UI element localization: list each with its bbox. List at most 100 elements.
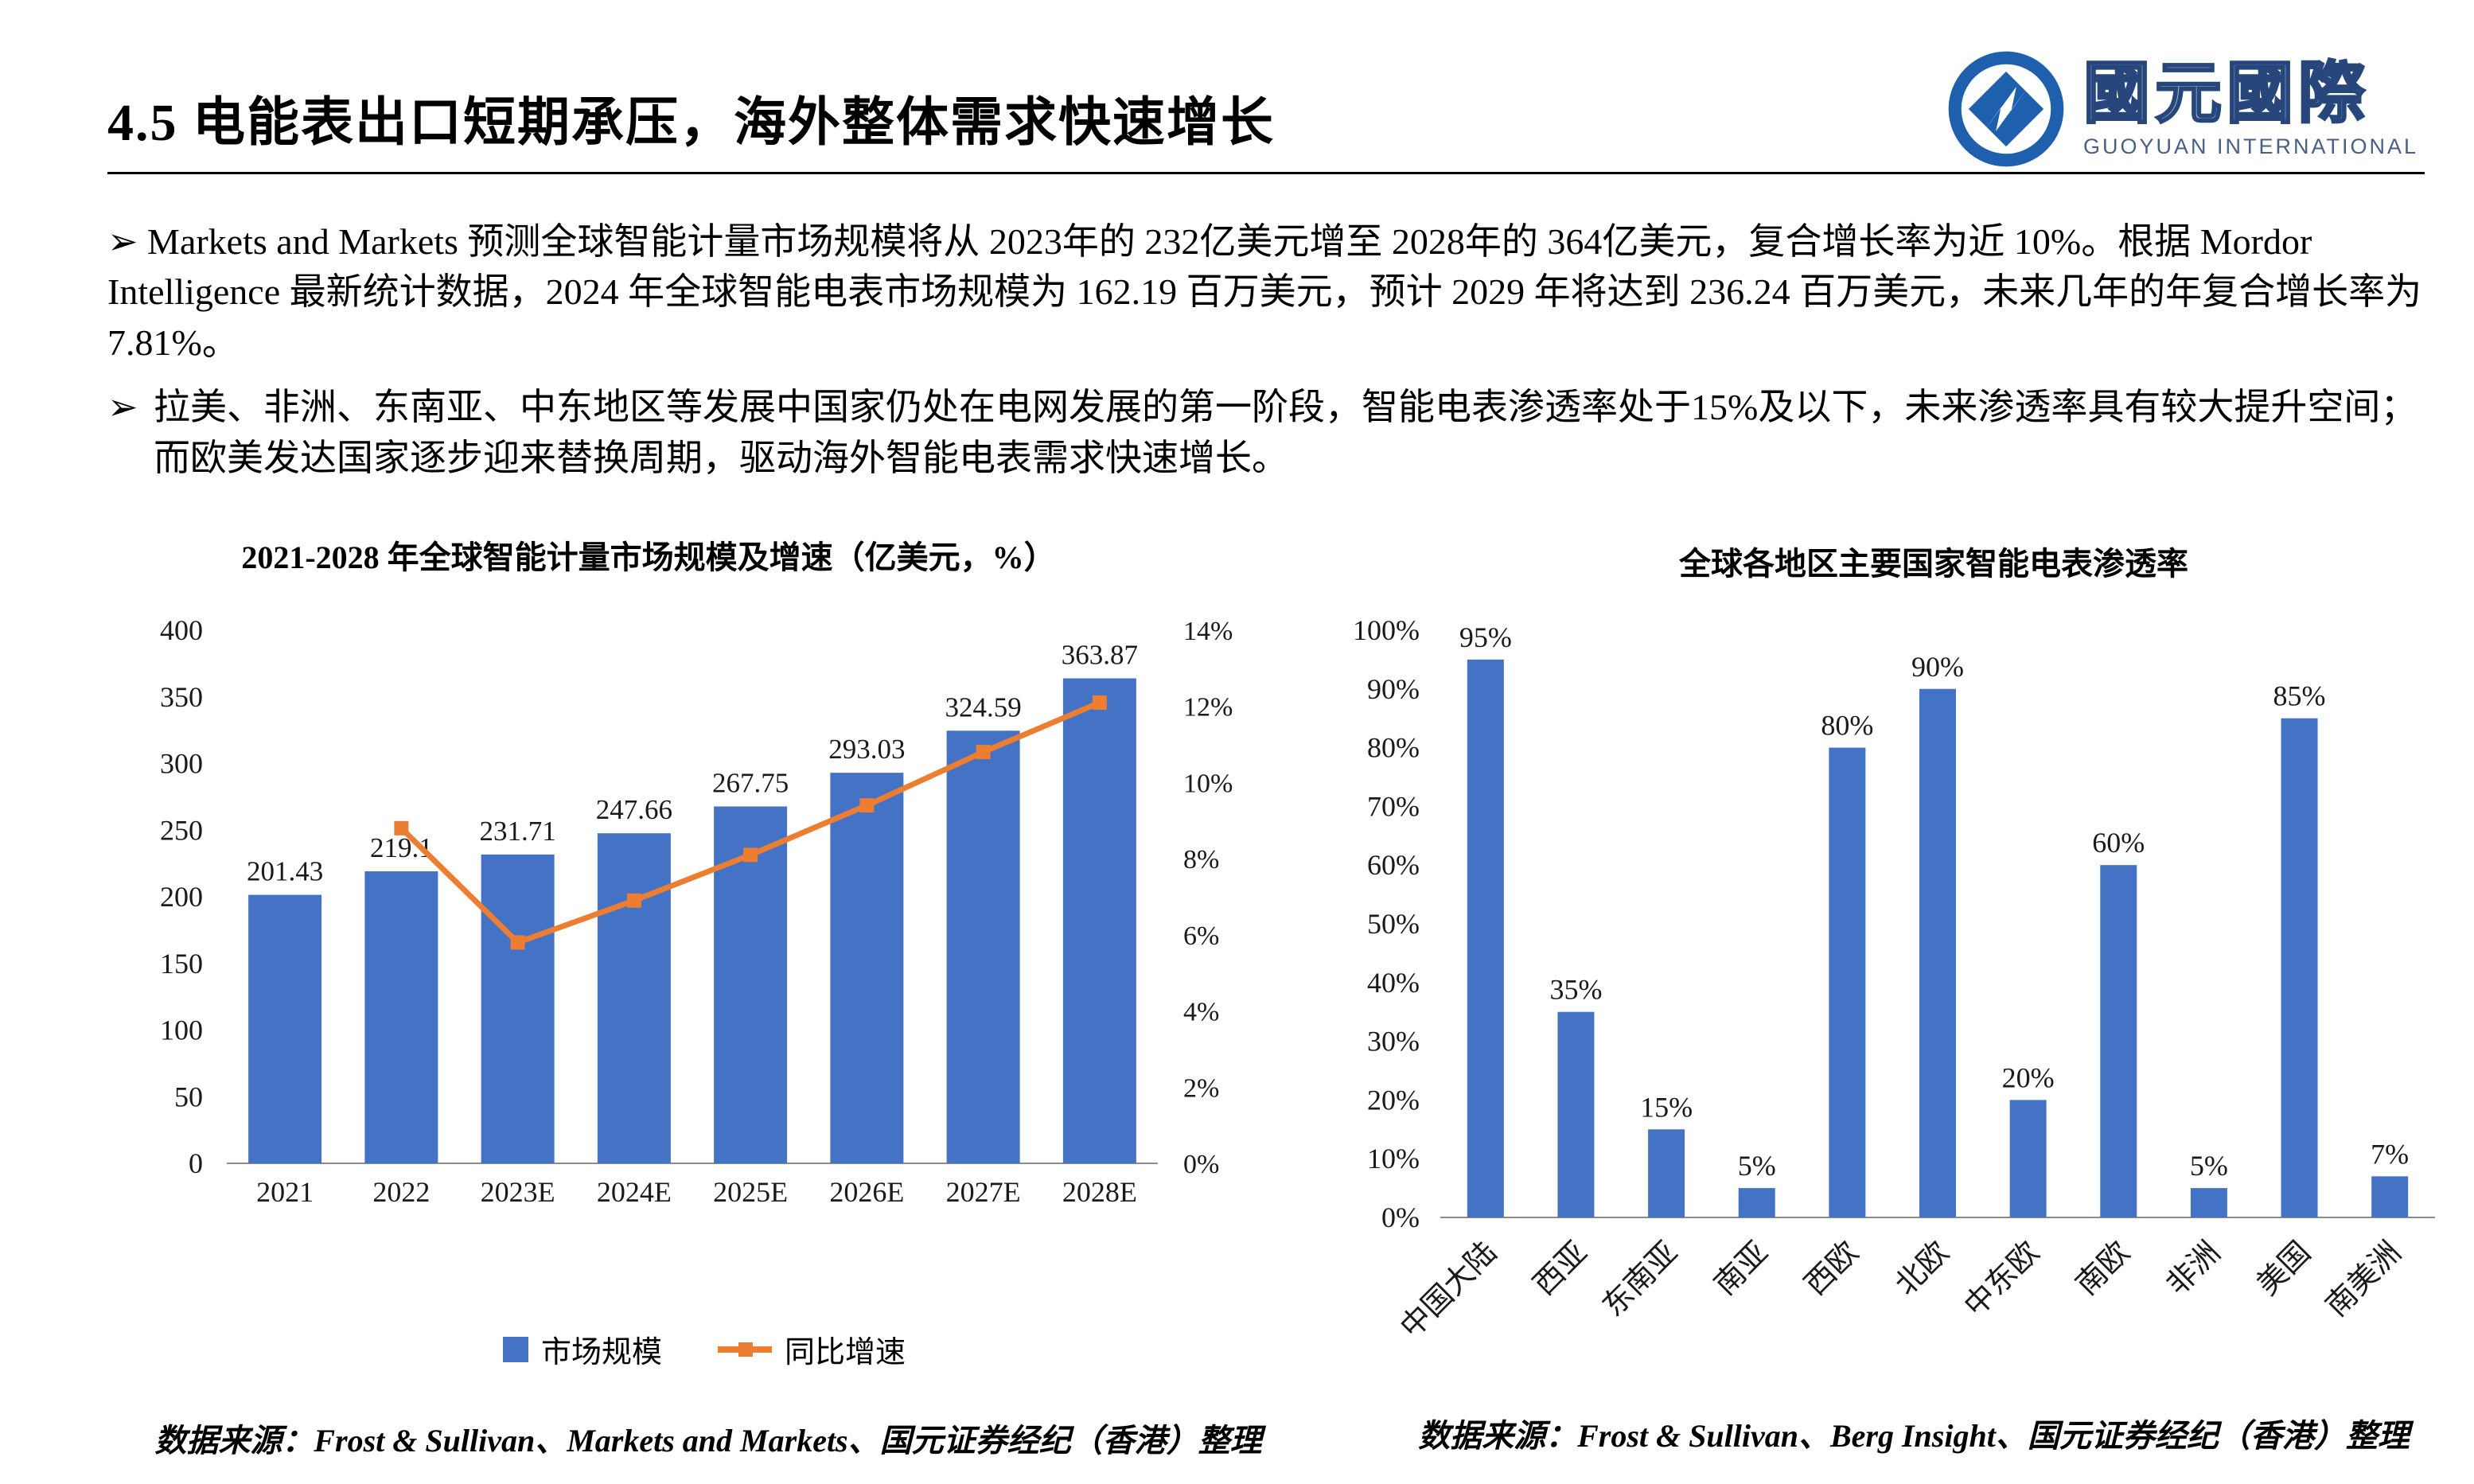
market-chart-legend: 市场规模 同比增速 xyxy=(107,1327,1301,1371)
bar xyxy=(1062,678,1136,1163)
y-axis-tick: 20% xyxy=(1367,1084,1420,1116)
y-axis-tick: 80% xyxy=(1367,732,1420,764)
bar xyxy=(248,894,322,1163)
bar xyxy=(2281,718,2318,1217)
x-axis-label: 美国 xyxy=(2250,1236,2316,1302)
right-axis-tick: 2% xyxy=(1183,1073,1219,1103)
bar xyxy=(946,730,1020,1163)
market-size-growth-chart: 0 50 100 150 200 250 300 350 400 0% 2% 4% 6% 8% 10% 12%… xyxy=(160,614,1233,1208)
x-axis-label: 2026E xyxy=(829,1176,904,1208)
bar-value-label: 5% xyxy=(1738,1150,1776,1182)
y-axis-tick: 70% xyxy=(1367,790,1420,822)
y-axis-tick: 40% xyxy=(1367,967,1420,999)
bar-value-label: 20% xyxy=(2002,1061,2055,1093)
line-marker xyxy=(394,820,409,835)
line-marker xyxy=(510,935,525,950)
bar xyxy=(1919,688,1956,1217)
y-axis-tick: 100% xyxy=(1353,614,1420,646)
page-title: 4.5 电能表出口短期承压，海外整体需求快速增长 xyxy=(107,94,1275,152)
penetration-chart-title: 全球各地区主要国家智能电表渗透率 xyxy=(1679,546,2188,582)
x-axis-label: 2028E xyxy=(1062,1176,1137,1208)
right-axis-tick: 4% xyxy=(1183,998,1219,1027)
bar xyxy=(1467,659,1504,1217)
source-note-left: 数据来源：Frost & Sullivan、Markets and Market… xyxy=(154,1423,1262,1459)
left-axis-tick: 50 xyxy=(174,1081,203,1112)
company-logo: 國元國際 GUOYUAN INTERNATIONAL xyxy=(1946,49,2418,169)
bar-value-label: 15% xyxy=(1640,1091,1693,1123)
x-axis-label: 西亚 xyxy=(1527,1236,1593,1302)
bar-value-label: 231.71 xyxy=(480,816,556,847)
bar xyxy=(2100,865,2137,1217)
x-axis-label: 2024E xyxy=(597,1176,672,1208)
x-axis-label: 2021 xyxy=(256,1176,314,1208)
legend-item-growth: 同比增速 xyxy=(718,1327,906,1371)
x-axis-label: 东南亚 xyxy=(1596,1236,1684,1323)
bar-value-label: 95% xyxy=(1459,621,1512,653)
y-axis-tick: 0% xyxy=(1381,1202,1420,1233)
bar-value-label: 85% xyxy=(2273,680,2326,712)
x-axis-label: 非洲 xyxy=(2160,1236,2227,1302)
y-axis-tick: 90% xyxy=(1367,673,1420,705)
x-axis-label: 2027E xyxy=(946,1176,1021,1208)
line-marker xyxy=(1092,695,1107,710)
right-axis-tick: 14% xyxy=(1183,617,1233,646)
bullet-text: 拉美、非洲、东南亚、中东地区等发展中国家仍处在电网发展的第一阶段，智能电表渗透率… xyxy=(154,387,2418,478)
bullet-marker: ➢ xyxy=(107,220,138,263)
legend-label: 市场规模 xyxy=(540,1336,662,1369)
bar-value-label: 90% xyxy=(1911,651,1964,683)
right-axis-tick: 12% xyxy=(1183,693,1233,723)
line-marker xyxy=(976,745,991,760)
bullet-text: Markets and Markets 预测全球智能计量市场规模将从 2023年… xyxy=(107,221,2422,363)
x-axis-label: 中国大陆 xyxy=(1394,1236,1503,1345)
bar-value-label: 201.43 xyxy=(247,856,323,887)
bullet-marker: ➢ xyxy=(107,385,138,429)
logo-icon xyxy=(1948,51,2064,167)
x-axis-label: 中东欧 xyxy=(1958,1236,2046,1323)
bar-value-label: 247.66 xyxy=(596,794,672,825)
title-block: 4.5 电能表出口短期承压，海外整体需求快速增长 xyxy=(107,80,2425,174)
bar xyxy=(364,871,438,1163)
line-marker xyxy=(859,798,875,813)
left-axis-tick: 350 xyxy=(160,681,203,713)
left-axis-tick: 100 xyxy=(160,1015,203,1046)
legend-label: 同比增速 xyxy=(785,1336,906,1369)
bar xyxy=(597,833,671,1163)
bar xyxy=(1738,1188,1775,1217)
right-axis-tick: 0% xyxy=(1183,1150,1219,1179)
x-axis-label: 2025E xyxy=(713,1176,788,1208)
x-axis-label: 南欧 xyxy=(2070,1236,2136,1302)
bullet-item-1: ➢ Markets and Markets 预测全球智能计量市场规模将从 202… xyxy=(107,216,2447,368)
bar-value-label: 324.59 xyxy=(945,691,1022,723)
line-marker-icon xyxy=(738,1342,753,1357)
bar xyxy=(1829,747,1866,1217)
penetration-rate-chart: 0% 10% 20% 30% 40% 50% 60% 70% 80% 90% 100% 95% 中国大陆… xyxy=(1353,614,2435,1345)
left-axis-tick: 300 xyxy=(160,748,203,780)
bar xyxy=(2009,1100,2047,1217)
x-axis-label: 南亚 xyxy=(1708,1236,1775,1302)
bar-value-label: 60% xyxy=(2092,827,2145,859)
right-axis-tick: 10% xyxy=(1183,769,1233,798)
y-axis-tick: 30% xyxy=(1367,1026,1420,1057)
legend-item-market-size: 市场规模 xyxy=(502,1327,662,1371)
bar xyxy=(830,773,904,1163)
bullet-item-2: ➢ 拉美、非洲、东南亚、中东地区等发展中国家仍处在电网发展的第一阶段，智能电表渗… xyxy=(107,382,2447,483)
bar-value-label: 363.87 xyxy=(1062,640,1138,671)
brand-name-cn: 國元國際 xyxy=(2082,56,2370,131)
bar-value-label: 267.75 xyxy=(712,768,789,799)
line-marker xyxy=(626,893,641,908)
brand-text: 國元國際 GUOYUAN INTERNATIONAL xyxy=(2082,56,2418,158)
market-chart-title: 2021-2028 年全球智能计量市场规模及增速（亿美元，%） xyxy=(241,539,1056,575)
left-axis-tick: 0 xyxy=(189,1147,203,1179)
bar-value-label: 80% xyxy=(1821,710,1873,742)
bar-swatch-icon xyxy=(502,1336,528,1362)
bar xyxy=(1557,1011,1595,1217)
bar xyxy=(1648,1129,1685,1217)
bar-value-label: 5% xyxy=(2190,1150,2228,1182)
bar xyxy=(481,854,555,1163)
bullet-list: ➢ Markets and Markets 预测全球智能计量市场规模将从 202… xyxy=(107,216,2447,497)
right-axis-tick: 6% xyxy=(1183,921,1219,951)
x-axis-label: 北欧 xyxy=(1889,1236,1955,1302)
bar-value-label: 7% xyxy=(2371,1138,2409,1170)
y-axis-tick: 50% xyxy=(1367,908,1420,940)
